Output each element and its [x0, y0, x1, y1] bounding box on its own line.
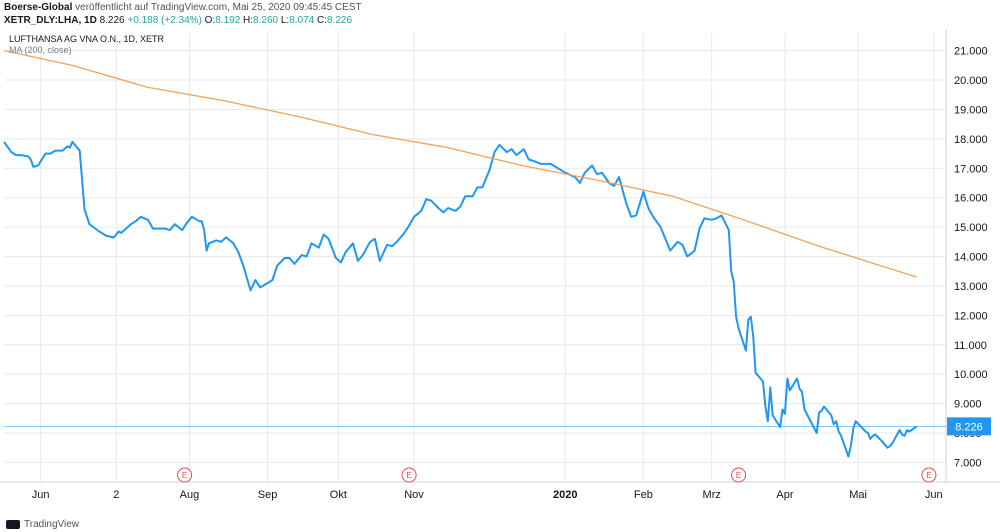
y-tick-label: 20.000 — [954, 75, 988, 87]
x-tick-label: Sep — [258, 489, 278, 501]
x-tick-label: Okt — [330, 489, 347, 501]
last-price-tag-label: 8.226 — [955, 421, 983, 433]
earnings-marker-icon — [177, 467, 193, 483]
chart-area[interactable]: 7.0008.0009.00010.00011.00012.00013.0001… — [0, 29, 1000, 519]
tradingview-logo-icon — [6, 520, 20, 529]
chart-legend: LUFTHANSA AG VNA O.N., 1D, XETR MA (200,… — [9, 34, 164, 56]
y-tick-label: 11.000 — [954, 340, 987, 352]
earnings-marker-icon — [921, 467, 937, 483]
earnings-marker-icon — [731, 467, 747, 483]
y-tick-label: 16.000 — [954, 193, 988, 205]
publish-info: veröffentlicht auf TradingView.com, Mai … — [72, 2, 362, 13]
earnings-marker-icon — [401, 467, 417, 483]
y-tick-label: 7.000 — [954, 457, 982, 469]
price-line — [3, 140, 918, 458]
x-tick-label: Apr — [776, 489, 793, 501]
last-price: 8.226 — [99, 15, 125, 26]
last-price-tag — [947, 417, 991, 436]
footer-brand: TradingView — [24, 519, 80, 530]
earnings-marker-label: E — [736, 471, 741, 480]
y-tick-label: 15.000 — [954, 222, 988, 234]
x-tick-label: Jun — [925, 489, 943, 501]
low-value: 8.074 — [289, 15, 315, 26]
earnings-marker-label: E — [926, 471, 931, 480]
x-tick-label: Jun — [32, 489, 50, 501]
y-tick-label: 9.000 — [954, 399, 982, 411]
symbol-label: XETR_DLY:LHA, 1D — [4, 15, 97, 26]
x-tick-label: 2020 — [553, 489, 577, 501]
footer: TradingView — [6, 519, 79, 530]
y-tick-label: 17.000 — [954, 163, 988, 175]
earnings-marker-label: E — [182, 471, 187, 480]
publisher-name: Boerse-Global — [4, 2, 73, 13]
y-tick-label: 13.000 — [954, 281, 988, 293]
y-tick-label: 14.000 — [954, 252, 988, 264]
ma-line — [3, 49, 917, 278]
y-tick-label: 18.000 — [954, 134, 988, 146]
x-tick-label: Nov — [404, 489, 424, 501]
x-tick-label: Mai — [849, 489, 867, 501]
y-tick-label: 21.000 — [954, 46, 988, 58]
open-value: 8.192 — [215, 15, 241, 26]
x-tick-label: Feb — [634, 489, 653, 501]
low-label: L: — [280, 15, 290, 26]
y-tick-label: 19.000 — [954, 104, 988, 116]
price-change: +0.188 (+2.34%) — [127, 15, 202, 26]
x-tick-label: Mrz — [703, 489, 721, 501]
x-tick-label: Aug — [180, 489, 200, 501]
earnings-marker-label: E — [406, 471, 411, 480]
ma-legend: MA (200, close) — [9, 45, 72, 55]
x-tick-label: 2 — [113, 489, 119, 501]
y-tick-label: 12.000 — [954, 310, 988, 322]
y-tick-label: 10.000 — [954, 369, 988, 381]
open-label: O: — [204, 15, 216, 26]
close-label: C: — [317, 15, 328, 26]
close-value: 8.226 — [327, 15, 353, 26]
high-value: 8.260 — [253, 15, 279, 26]
price-chart-svg[interactable]: 7.0008.0009.00010.00011.00012.00013.0001… — [0, 29, 1000, 519]
instrument-title: LUFTHANSA AG VNA O.N., 1D, XETR — [9, 34, 165, 44]
high-label: H: — [243, 15, 254, 26]
ohlc-line: XETR_DLY:LHA, 1D 8.226 +0.188 (+2.34%) O… — [4, 15, 352, 27]
publish-header: Boerse-Global veröffentlicht auf Trading… — [4, 2, 362, 14]
